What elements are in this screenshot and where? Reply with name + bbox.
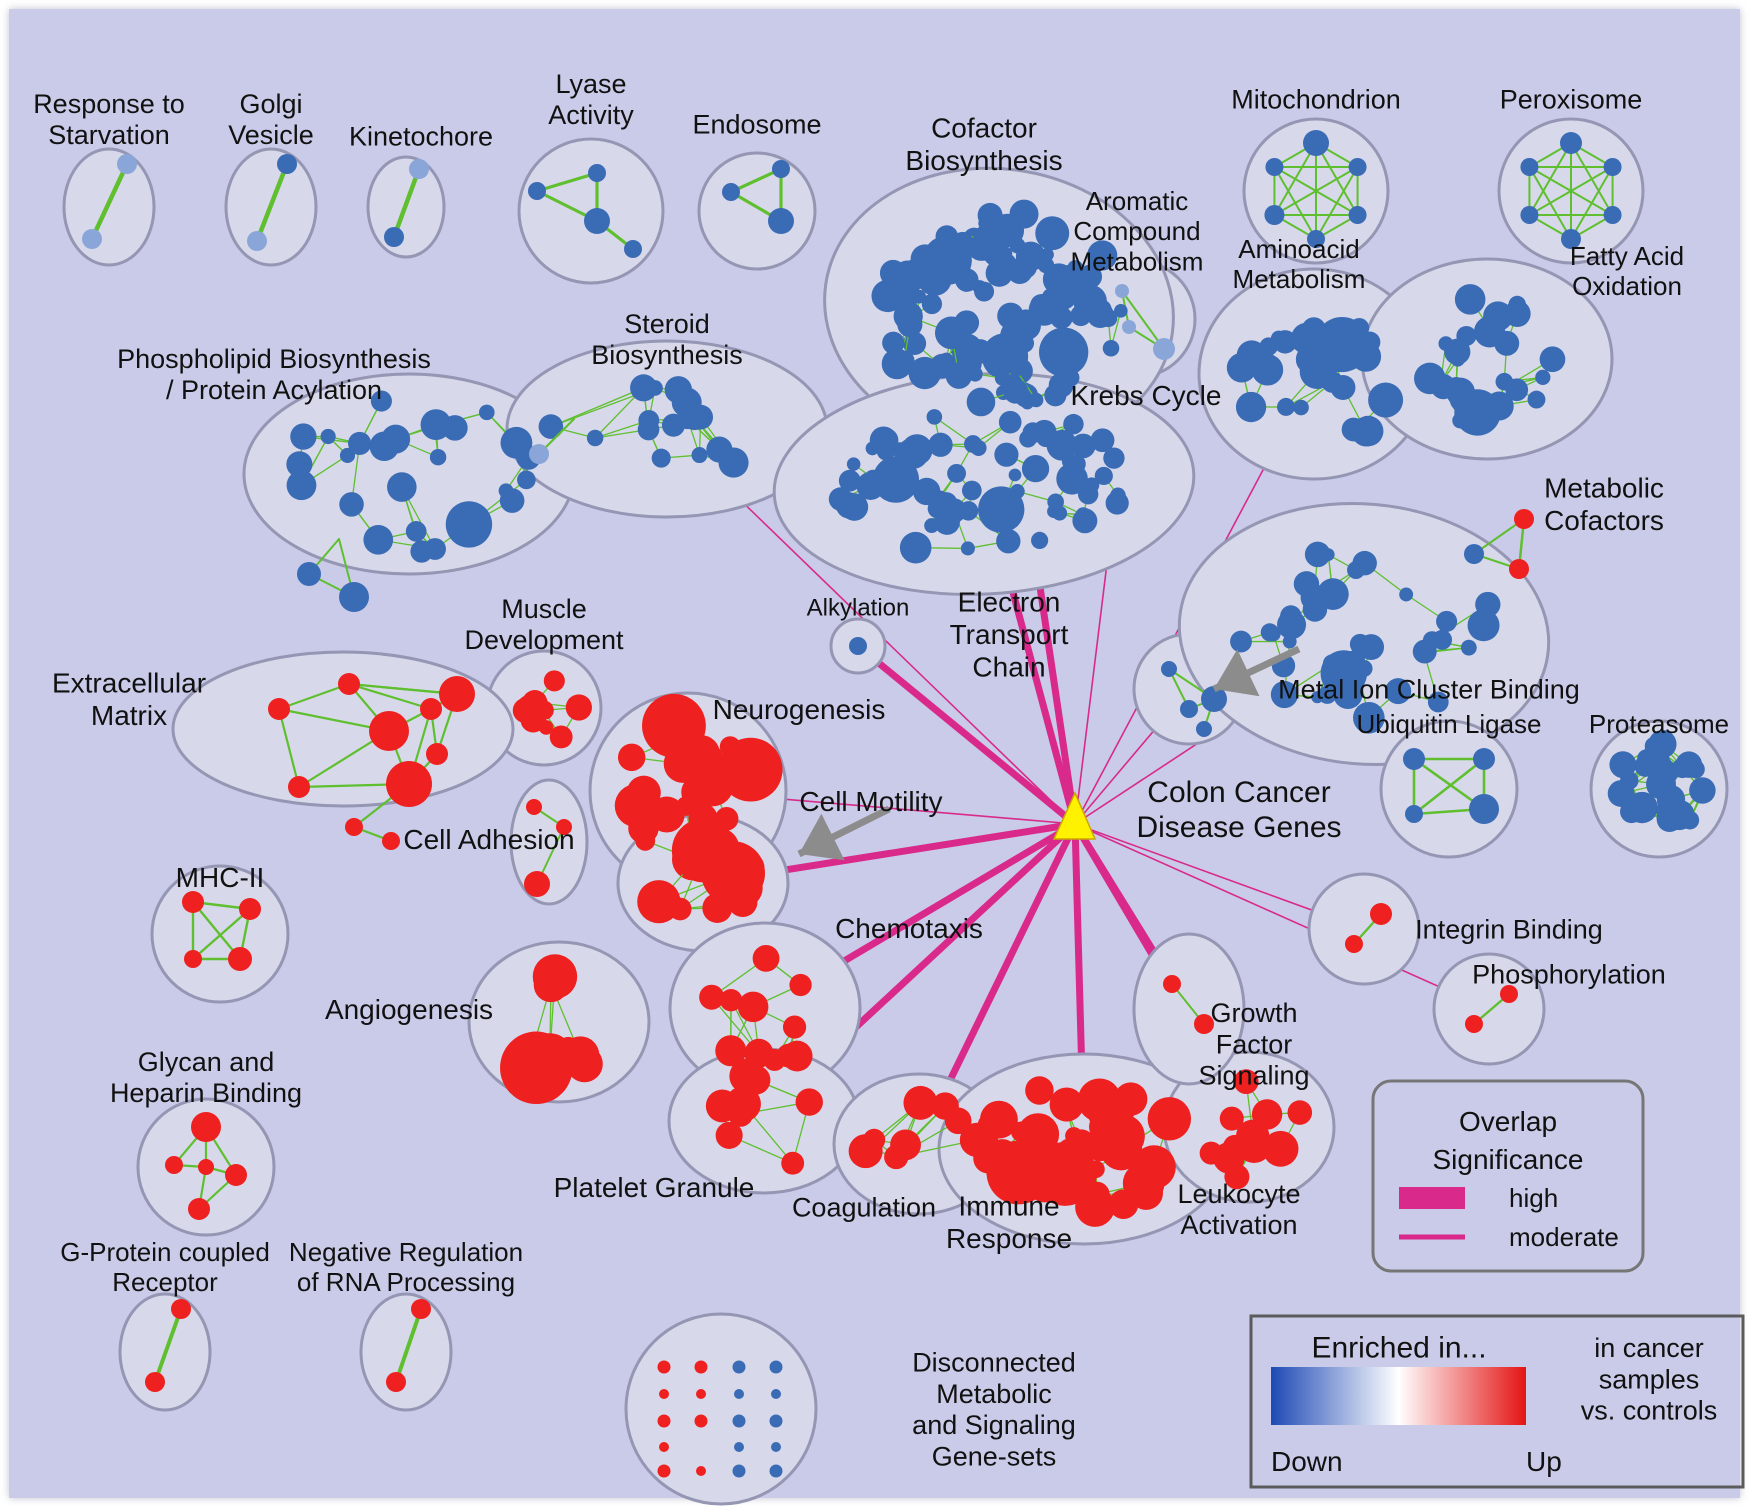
- svg-text:Metal Ion Cluster Binding: Metal Ion Cluster Binding: [1278, 675, 1580, 705]
- svg-text:Phosphorylation: Phosphorylation: [1472, 960, 1666, 990]
- svg-text:Enriched in...: Enriched in...: [1311, 1332, 1486, 1365]
- svg-text:MHC-II: MHC-II: [176, 862, 265, 893]
- svg-text:Cell Adhesion: Cell Adhesion: [403, 824, 574, 855]
- svg-text:Coagulation: Coagulation: [792, 1193, 936, 1223]
- svg-text:Chemotaxis: Chemotaxis: [835, 913, 983, 944]
- svg-text:Angiogenesis: Angiogenesis: [325, 994, 493, 1025]
- svg-text:Integrin Binding: Integrin Binding: [1415, 915, 1603, 945]
- svg-text:Down: Down: [1271, 1446, 1343, 1477]
- svg-text:Ubiquitin Ligase: Ubiquitin Ligase: [1356, 709, 1541, 739]
- svg-text:Platelet Granule: Platelet Granule: [554, 1172, 755, 1203]
- svg-text:high: high: [1509, 1183, 1558, 1213]
- svg-text:Overlap: Overlap: [1459, 1106, 1557, 1137]
- svg-text:Cell Motility: Cell Motility: [799, 786, 942, 817]
- svg-text:Up: Up: [1526, 1446, 1562, 1477]
- svg-text:Krebs Cycle: Krebs Cycle: [1071, 380, 1222, 411]
- svg-text:Endosome: Endosome: [692, 110, 821, 140]
- svg-text:Alkylation: Alkylation: [807, 594, 910, 621]
- svg-text:Mitochondrion: Mitochondrion: [1231, 85, 1401, 115]
- svg-text:Peroxisome: Peroxisome: [1500, 85, 1643, 115]
- svg-text:Neurogenesis: Neurogenesis: [713, 694, 886, 725]
- svg-text:Significance: Significance: [1433, 1144, 1584, 1175]
- svg-text:Kinetochore: Kinetochore: [349, 121, 493, 151]
- svg-text:Proteasome: Proteasome: [1589, 709, 1729, 739]
- svg-text:moderate: moderate: [1509, 1222, 1619, 1252]
